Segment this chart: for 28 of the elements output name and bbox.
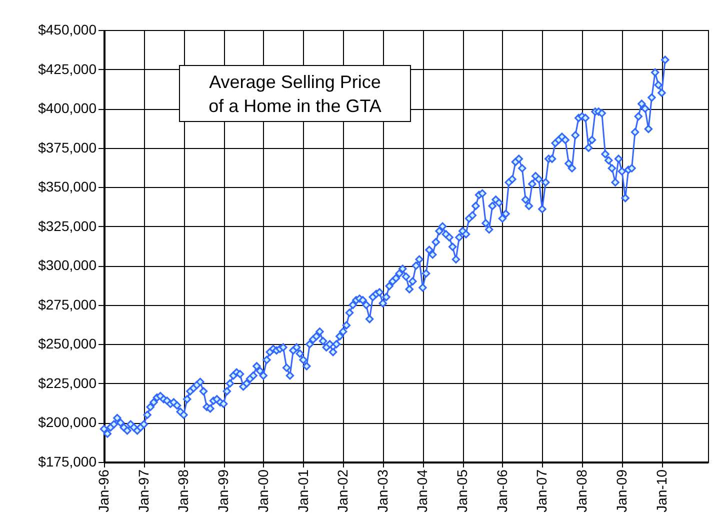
y-tick-label: $200,000	[38, 414, 97, 430]
x-tick-label: Jan-09	[613, 469, 630, 512]
x-tick-label: Jan-00	[254, 469, 271, 512]
x-tick-label: Jan-96	[96, 469, 112, 512]
x-tick-label: Jan-99	[215, 469, 232, 512]
y-tick-label: $175,000	[38, 454, 97, 470]
x-tick-label: Jan-01	[294, 469, 311, 512]
y-tick-label: $250,000	[38, 336, 97, 352]
x-tick-label: Jan-97	[135, 469, 152, 512]
x-tick-label: Jan-04	[414, 469, 430, 512]
x-tick-label: Jan-10	[653, 469, 670, 512]
title-frame: Average Selling Price of a Home in the GTA	[179, 65, 411, 122]
y-tick-label: $350,000	[38, 178, 97, 195]
x-tick-label: Jan-06	[494, 469, 510, 512]
y-tick-label: $225,000	[38, 374, 97, 391]
x-tick-label: Jan-98	[175, 469, 192, 512]
y-tick-label: $300,000	[38, 257, 97, 274]
x-tick-label: Jan-07	[534, 469, 550, 512]
y-tick-label: $325,000	[38, 218, 97, 234]
x-tick-label: Jan-05	[454, 469, 470, 512]
x-tick-label: Jan-02	[334, 469, 351, 512]
y-tick-label: $425,000	[38, 60, 97, 77]
x-tick-label: Jan-08	[574, 469, 590, 512]
y-tick-label: $275,000	[38, 296, 97, 312]
y-tick-label: $400,000	[38, 100, 97, 116]
y-tick-label: $375,000	[38, 139, 97, 156]
x-tick-label: Jan-03	[374, 469, 390, 512]
y-tick-label: $450,000	[38, 22, 97, 38]
